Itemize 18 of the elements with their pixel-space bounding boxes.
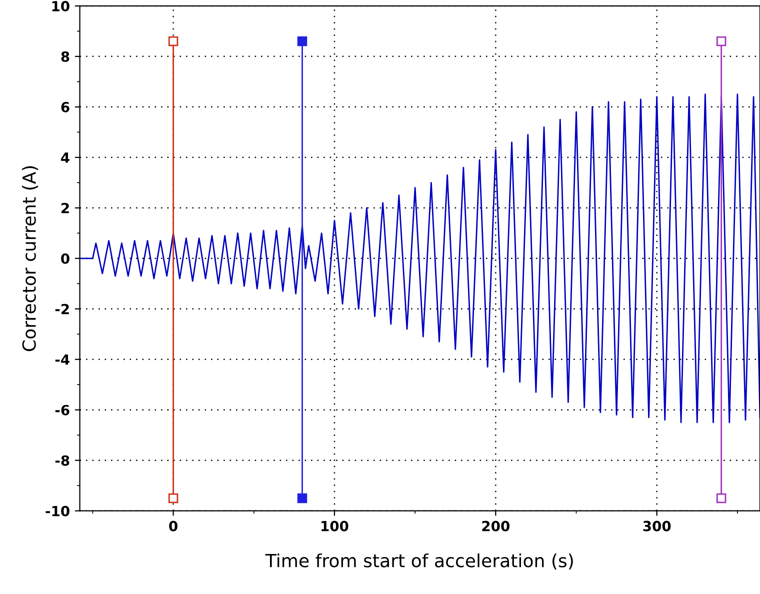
x-tick-label: 0	[169, 520, 178, 532]
y-tick-label: 0	[61, 253, 70, 264]
x-tick-label: 200	[482, 520, 510, 532]
x-tick-label: 100	[322, 520, 348, 532]
y-axis-title: Corrector current (A)	[22, 166, 38, 352]
y-tick-label: 2	[62, 202, 69, 214]
y-tick-label: 4	[61, 152, 70, 163]
y-tick-label: -6	[55, 404, 70, 416]
y-tick-label: -2	[55, 304, 69, 314]
x-axis-title: Time from start of acceleration (s)	[265, 553, 573, 570]
y-tick-label: -8	[55, 455, 70, 466]
line-series	[80, 94, 760, 424]
y-tick-label: -4	[55, 354, 70, 365]
x-tick-label: 300	[643, 520, 671, 532]
y-tick-label: 10	[52, 0, 70, 12]
y-tick-label: -10	[46, 506, 70, 516]
y-tick-label: 6	[61, 102, 70, 112]
y-tick-label: 8	[61, 51, 70, 62]
